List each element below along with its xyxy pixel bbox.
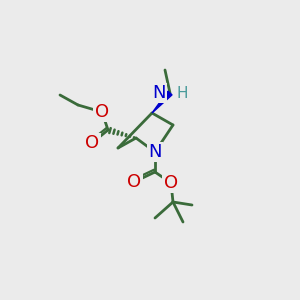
Text: O: O — [95, 103, 109, 121]
Text: N: N — [152, 84, 166, 102]
Text: O: O — [85, 134, 99, 152]
Text: O: O — [164, 174, 178, 192]
Text: O: O — [127, 173, 141, 191]
Text: H: H — [176, 86, 188, 101]
Text: N: N — [148, 143, 162, 161]
Polygon shape — [152, 91, 172, 113]
